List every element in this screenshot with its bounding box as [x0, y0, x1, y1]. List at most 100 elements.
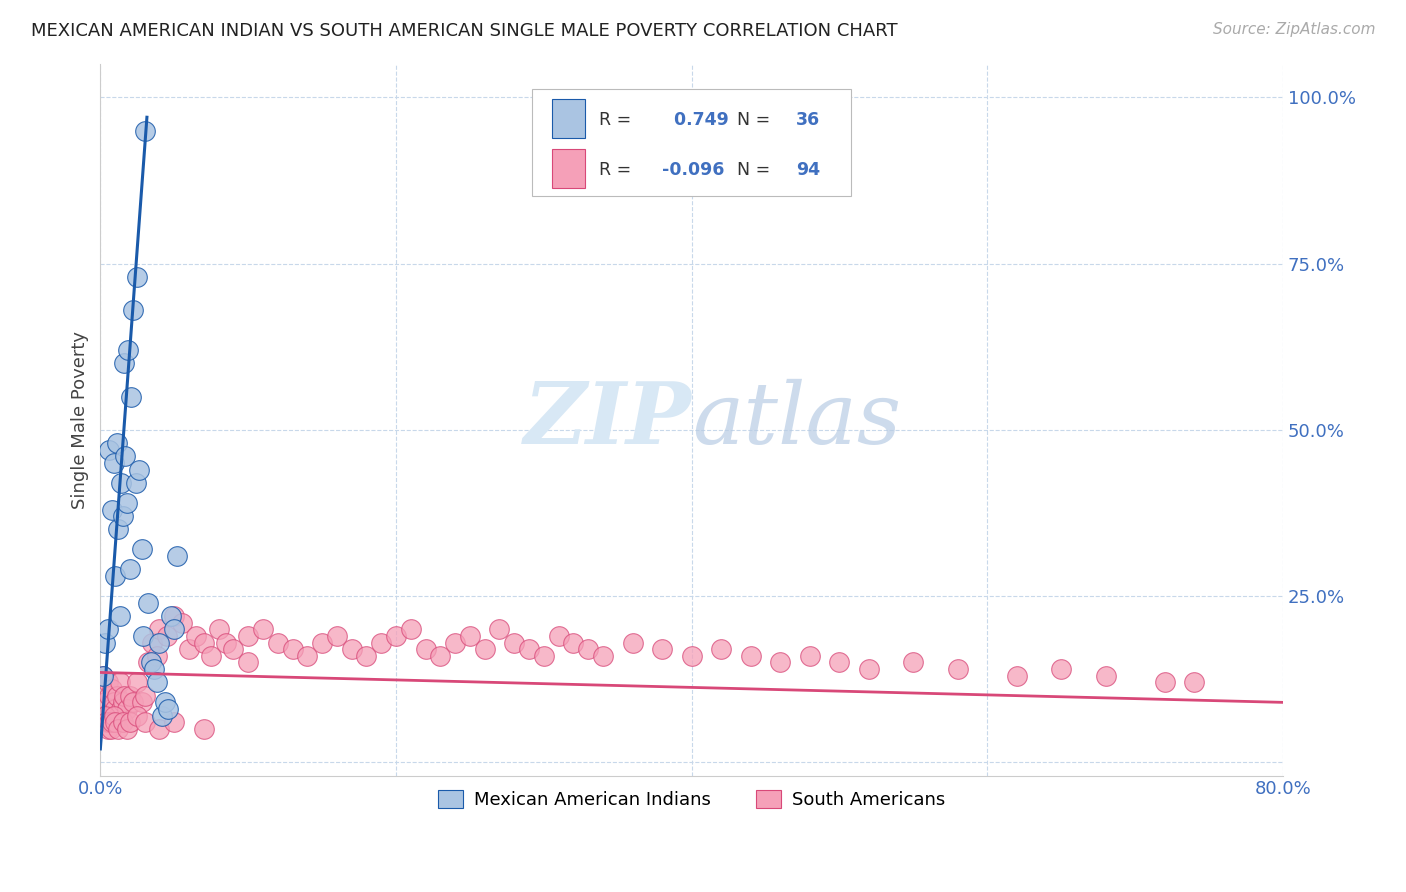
Point [104, 702, 127, 716]
Point [533, 648, 555, 663]
Point [429, 648, 451, 663]
Point [267, 635, 290, 649]
Text: 0.749: 0.749 [662, 112, 728, 129]
Point [139, 656, 162, 670]
Point [145, 675, 167, 690]
Point [136, 596, 159, 610]
Point [444, 635, 467, 649]
Point [385, 629, 408, 643]
Point [740, 648, 762, 663]
Point [117, 343, 139, 357]
Point [148, 622, 170, 636]
Point [547, 629, 569, 643]
Point [238, 656, 260, 670]
Point [98, 715, 121, 730]
Point [118, 715, 141, 730]
Legend: Mexican American Indians, South Americans: Mexican American Indians, South American… [430, 783, 953, 816]
Point [131, 695, 153, 709]
Point [148, 635, 170, 649]
Point [576, 642, 599, 657]
Point [120, 390, 142, 404]
Point [141, 635, 163, 649]
Point [136, 656, 159, 670]
Point [458, 629, 481, 643]
Point [94, 708, 117, 723]
Text: R =: R = [599, 112, 631, 129]
Point [160, 609, 183, 624]
Text: R =: R = [599, 161, 631, 179]
Point [103, 708, 125, 723]
Point [118, 562, 141, 576]
Point [134, 689, 156, 703]
Text: 94: 94 [796, 161, 820, 179]
Point [127, 708, 149, 723]
Point [104, 715, 127, 730]
Point [127, 269, 149, 284]
Point [105, 689, 128, 703]
Point [503, 635, 526, 649]
Text: ZIP: ZIP [524, 378, 692, 461]
Point [474, 642, 496, 657]
Point [621, 635, 644, 649]
Point [592, 648, 614, 663]
Point [166, 549, 188, 563]
Point [858, 662, 880, 676]
Point [118, 689, 141, 703]
Point [186, 629, 208, 643]
Text: -0.096: -0.096 [662, 161, 724, 179]
Point [207, 622, 229, 636]
Point [107, 708, 129, 723]
Point [107, 722, 129, 736]
Point [122, 303, 145, 318]
Point [97, 622, 120, 636]
Point [163, 622, 186, 636]
Point [415, 642, 437, 657]
Point [252, 622, 274, 636]
Point [94, 695, 117, 709]
Point [100, 702, 122, 716]
Point [281, 642, 304, 657]
Point [128, 463, 150, 477]
FancyBboxPatch shape [531, 89, 851, 195]
Point [238, 629, 260, 643]
Point [122, 695, 145, 709]
Point [142, 662, 165, 676]
Point [1153, 675, 1175, 690]
Point [104, 569, 127, 583]
Text: MEXICAN AMERICAN INDIAN VS SOUTH AMERICAN SINGLE MALE POVERTY CORRELATION CHART: MEXICAN AMERICAN INDIAN VS SOUTH AMERICA… [31, 22, 897, 40]
Point [115, 496, 138, 510]
Point [100, 722, 122, 736]
Point [98, 442, 121, 457]
Point [111, 509, 134, 524]
Text: atlas: atlas [692, 378, 901, 461]
Text: 36: 36 [796, 112, 820, 129]
Point [1182, 675, 1205, 690]
Point [134, 715, 156, 730]
Text: N =: N = [737, 112, 770, 129]
Point [112, 689, 135, 703]
Text: Source: ZipAtlas.com: Source: ZipAtlas.com [1212, 22, 1375, 37]
Point [297, 648, 319, 663]
Point [110, 475, 132, 490]
Point [157, 702, 180, 716]
Point [103, 695, 125, 709]
Point [115, 702, 138, 716]
Point [101, 502, 124, 516]
Point [769, 656, 792, 670]
Point [193, 722, 215, 736]
Point [96, 708, 118, 723]
Point [97, 675, 120, 690]
Point [215, 635, 238, 649]
Point [148, 722, 170, 736]
Point [110, 702, 132, 716]
Point [108, 675, 131, 690]
Point [127, 675, 149, 690]
Point [155, 695, 177, 709]
Point [156, 629, 179, 643]
FancyBboxPatch shape [553, 149, 585, 188]
Point [115, 722, 138, 736]
Point [103, 456, 125, 470]
Point [105, 436, 128, 450]
Point [326, 629, 349, 643]
Point [91, 669, 114, 683]
